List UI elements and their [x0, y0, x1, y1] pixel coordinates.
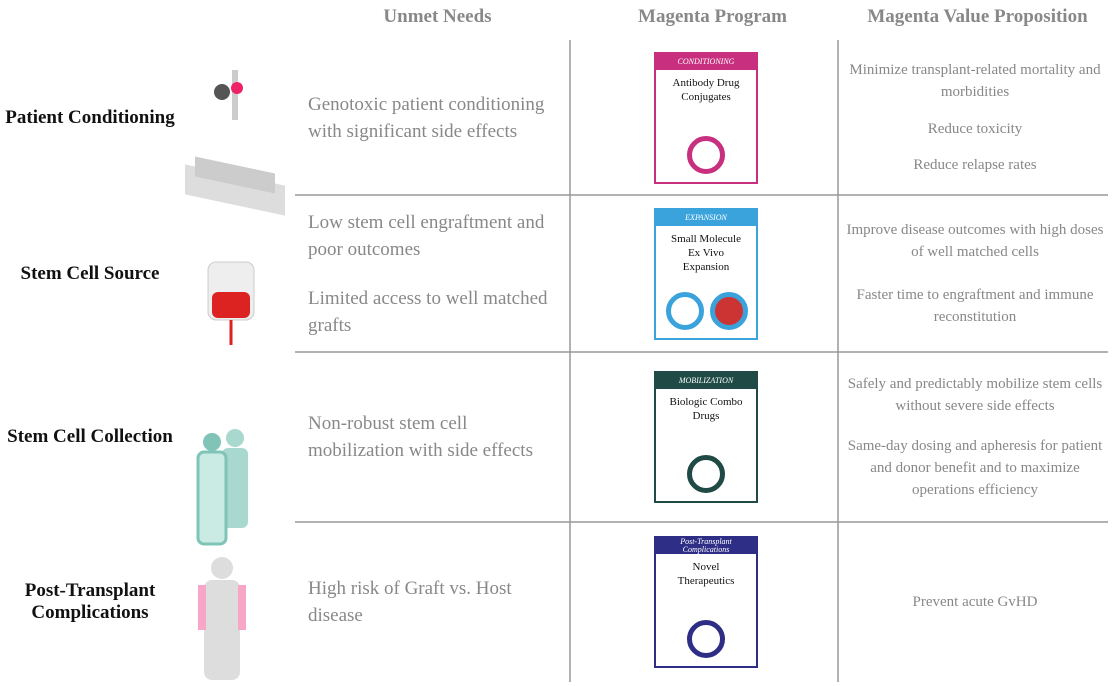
program-name: Antibody Drug Conjugates	[672, 76, 740, 103]
value-proposition: Safely and predictably mobilize stem cel…	[847, 376, 1103, 415]
value-proposition: Faster time to engraftment and immune re…	[856, 286, 1094, 325]
value-proposition: Minimize transplant-related mortality an…	[849, 61, 1101, 100]
unmet-need: Limited access to well matched grafts	[308, 287, 548, 336]
value-proposition: Reduce toxicity	[927, 120, 1023, 137]
unmet-need: Low stem cell engraftment and poor outco…	[308, 211, 545, 260]
unmet-needs: Non-robust stem cell mobilization with s…	[308, 352, 566, 522]
unmet-needs: Low stem cell engraftment and poor outco…	[308, 195, 566, 352]
value-proposition: Prevent acute GvHD	[912, 594, 1038, 610]
patient-icon	[198, 557, 246, 680]
value-propositions: Improve disease outcomes with high doses…	[845, 199, 1105, 348]
vial-icon	[687, 455, 725, 493]
program-card: MOBILIZATION Biologic Combo Drugs	[654, 371, 758, 503]
unmet-need: Genotoxic patient conditioning with sign…	[308, 93, 545, 142]
value-propositions: Prevent acute GvHD	[845, 526, 1105, 678]
program-tag: Post-Transplant Complications	[656, 538, 756, 554]
program-card: Post-Transplant Complications Novel Thera…	[654, 536, 758, 668]
value-proposition: Reduce relapse rates	[913, 157, 1037, 174]
program-tag: EXPANSION	[656, 209, 756, 226]
value-proposition: Improve disease outcomes with high doses…	[846, 222, 1104, 261]
row-label: Stem Cell Source	[20, 262, 160, 284]
column-header: Magenta Program	[638, 6, 787, 27]
blood-bag-icon	[207, 261, 255, 345]
vial-icon	[687, 620, 725, 658]
vial-icon	[687, 135, 725, 174]
column-header: Magenta Value Proposition	[867, 6, 1088, 27]
value-propositions: Safely and predictably mobilize stem cel…	[845, 356, 1105, 518]
column-header: Unmet Needs	[383, 6, 492, 27]
bed-icon	[185, 70, 285, 216]
unmet-need: High risk of Graft vs. Host disease	[308, 578, 512, 626]
program-tag: MOBILIZATION	[656, 373, 756, 389]
program-name: Small Molecule Ex Vivo Expansion	[671, 232, 741, 273]
row-label: Patient Conditioning	[5, 106, 175, 128]
row-label: Stem Cell Collection	[7, 426, 173, 447]
program-card: EXPANSION Small Molecule Ex Vivo Expansio…	[654, 207, 758, 340]
program-name: Biologic Combo Drugs	[669, 396, 743, 422]
program-name: Novel Therapeutics	[677, 561, 735, 587]
unmet-needs: High risk of Graft vs. Host disease	[308, 522, 566, 682]
row-label: Post-Transplant Complications	[24, 580, 156, 623]
vial-icon	[666, 291, 704, 330]
unmet-needs: Genotoxic patient conditioning with sign…	[308, 40, 566, 195]
unmet-need: Non-robust stem cell mobilization with s…	[308, 413, 533, 461]
value-propositions: Minimize transplant-related mortality an…	[845, 44, 1105, 191]
value-proposition: Same-day dosing and apheresis for patien…	[847, 437, 1103, 498]
blood-bag-icon	[710, 291, 748, 330]
program-card: CONDITIONING Antibody Drug Conjugates	[654, 51, 758, 184]
people-icon	[196, 429, 248, 546]
program-tag: CONDITIONING	[656, 53, 756, 70]
